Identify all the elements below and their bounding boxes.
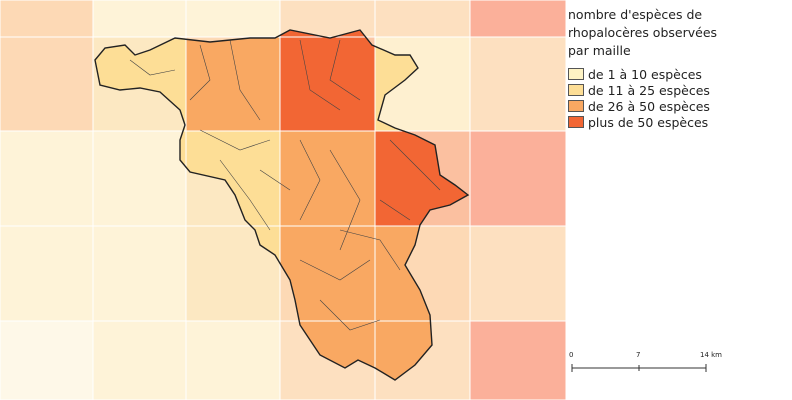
legend-title: nombre d'espèces de rhopalocères observé… (568, 7, 718, 58)
grid-cell (185, 36, 281, 132)
legend-swatch (568, 68, 584, 80)
legend-item: de 11 à 25 espèces (568, 82, 738, 98)
legend-label: de 26 à 50 espèces (588, 98, 710, 114)
legend-item: de 1 à 10 espèces (568, 66, 738, 82)
legend-label: plus de 50 espèces (588, 114, 709, 130)
legend-label: de 1 à 10 espèces (588, 66, 702, 82)
scale-label: 7 (636, 351, 641, 359)
grid-cell (92, 0, 187, 38)
grid-cell (469, 130, 566, 227)
grid-cell (0, 320, 94, 400)
grid-cell (0, 36, 94, 132)
legend-swatch (568, 84, 584, 96)
legend-item: plus de 50 espèces (568, 114, 738, 130)
grid-cell (469, 36, 566, 132)
legend-label: de 11 à 25 espèces (588, 82, 710, 98)
scale-bar (571, 364, 707, 372)
grid-cell (0, 0, 94, 38)
grid-cell (92, 130, 187, 227)
grid-cell (469, 225, 566, 322)
grid-cell (0, 225, 94, 322)
grid-cell (92, 320, 187, 400)
grid-cell (185, 0, 281, 38)
grid-cell (0, 130, 94, 227)
grid-cell (279, 130, 376, 227)
legend-swatch (568, 100, 584, 112)
legend-swatch (568, 116, 584, 128)
grid-cell (185, 320, 281, 400)
commune-borders (129, 39, 441, 331)
legend-item: de 26 à 50 espèces (568, 98, 738, 114)
scale-label: 14 km (700, 351, 723, 359)
grid-cell (374, 0, 471, 38)
grid-cell (469, 320, 566, 400)
grid-cell (469, 0, 566, 38)
grid-cell (279, 36, 376, 132)
scale-label: 0 (569, 351, 574, 359)
map (0, 0, 566, 400)
legend: nombre d'espèces de rhopalocères observé… (568, 6, 738, 130)
grid-cell (92, 225, 187, 322)
